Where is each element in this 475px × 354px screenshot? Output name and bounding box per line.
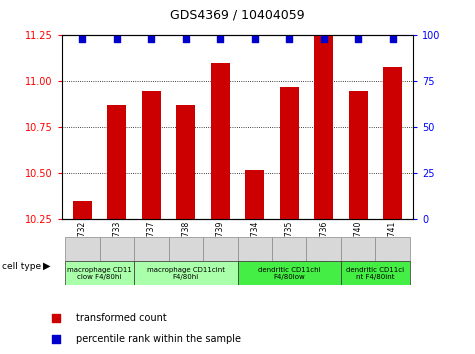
Point bbox=[251, 36, 258, 42]
Bar bbox=[341, 261, 410, 285]
Text: ▶: ▶ bbox=[43, 261, 50, 271]
Text: cell type: cell type bbox=[2, 262, 41, 271]
Bar bbox=[306, 237, 341, 261]
Point bbox=[182, 36, 190, 42]
Text: percentile rank within the sample: percentile rank within the sample bbox=[76, 334, 241, 344]
Bar bbox=[211, 63, 230, 219]
Point bbox=[79, 36, 86, 42]
Point bbox=[148, 36, 155, 42]
Point bbox=[320, 36, 327, 42]
Bar bbox=[349, 91, 368, 219]
Bar bbox=[134, 237, 169, 261]
Bar bbox=[65, 261, 134, 285]
Bar bbox=[238, 261, 341, 285]
Bar bbox=[142, 91, 161, 219]
Point bbox=[52, 336, 59, 342]
Bar bbox=[73, 201, 92, 219]
Bar bbox=[100, 237, 134, 261]
Bar bbox=[341, 237, 375, 261]
Text: GDS4369 / 10404059: GDS4369 / 10404059 bbox=[170, 9, 305, 22]
Bar bbox=[134, 261, 238, 285]
Bar bbox=[176, 105, 195, 219]
Bar bbox=[314, 35, 333, 219]
Bar bbox=[375, 237, 410, 261]
Point bbox=[113, 36, 121, 42]
Point bbox=[354, 36, 362, 42]
Point bbox=[52, 315, 59, 321]
Text: dendritic CD11chi
F4/80low: dendritic CD11chi F4/80low bbox=[258, 267, 321, 280]
Text: dendritic CD11ci
nt F4/80int: dendritic CD11ci nt F4/80int bbox=[346, 267, 404, 280]
Bar bbox=[245, 170, 264, 219]
Bar bbox=[383, 67, 402, 219]
Text: transformed count: transformed count bbox=[76, 313, 167, 323]
Text: macrophage CD11
clow F4/80hi: macrophage CD11 clow F4/80hi bbox=[67, 267, 132, 280]
Bar bbox=[65, 237, 100, 261]
Bar bbox=[169, 237, 203, 261]
Bar bbox=[272, 237, 306, 261]
Bar bbox=[107, 105, 126, 219]
Point bbox=[217, 36, 224, 42]
Text: macrophage CD11cint
F4/80hi: macrophage CD11cint F4/80hi bbox=[147, 267, 225, 280]
Bar bbox=[238, 237, 272, 261]
Bar bbox=[203, 237, 238, 261]
Point bbox=[389, 36, 396, 42]
Point bbox=[285, 36, 293, 42]
Bar bbox=[280, 87, 299, 219]
